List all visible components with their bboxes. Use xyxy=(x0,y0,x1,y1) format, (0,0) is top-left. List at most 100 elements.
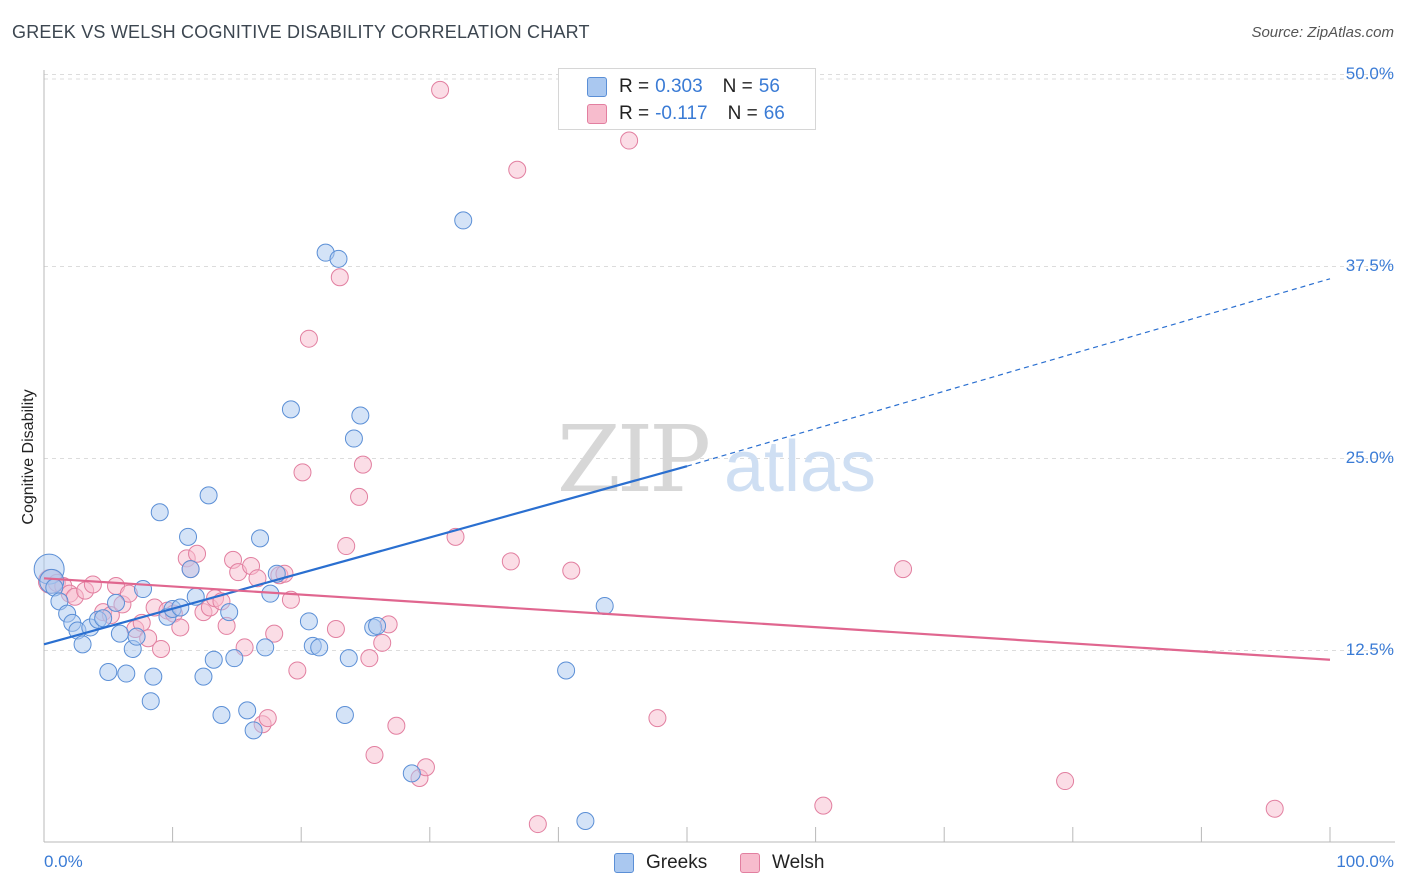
greeks-point xyxy=(225,649,244,668)
welsh-point xyxy=(337,537,356,556)
y-tick-label: 50.0% xyxy=(1345,63,1394,83)
welsh-point xyxy=(171,618,190,637)
welsh-point xyxy=(330,268,349,287)
greeks-point xyxy=(310,638,329,657)
r-label: R = xyxy=(619,76,650,97)
greeks-point xyxy=(150,503,169,522)
welsh-point xyxy=(501,552,520,571)
greeks-point xyxy=(344,429,363,448)
welsh-point xyxy=(648,709,667,728)
chart-title: GREEK VS WELSH COGNITIVE DISABILITY CORR… xyxy=(12,22,590,42)
welsh-point xyxy=(620,131,639,150)
greeks-point xyxy=(454,211,473,230)
welsh-swatch xyxy=(587,104,607,124)
legend-row-welsh: R = -0.117 N = 66 xyxy=(587,102,785,126)
greeks-point xyxy=(281,400,300,419)
greeks-point xyxy=(339,649,358,668)
welsh-point xyxy=(350,487,369,506)
axes xyxy=(43,70,1395,843)
legend-label-welsh: Welsh xyxy=(772,852,825,873)
welsh-point xyxy=(288,661,307,680)
legend-row-greeks: R = 0.303 N = 56 xyxy=(587,75,780,99)
welsh-r-value: -0.117 xyxy=(655,103,708,124)
n-label: N = xyxy=(727,103,758,124)
greeks-n-value: 56 xyxy=(758,76,780,97)
welsh-point xyxy=(265,624,284,643)
series-legend: Greeks Welsh xyxy=(0,852,1406,878)
greeks-point xyxy=(127,627,146,646)
greeks-r-value: 0.303 xyxy=(655,76,703,97)
greeks-swatch xyxy=(614,853,634,873)
welsh-point xyxy=(353,455,372,474)
greeks-point xyxy=(144,667,163,686)
welsh-point xyxy=(814,796,833,815)
greeks-point xyxy=(251,529,270,548)
welsh-point xyxy=(326,619,345,638)
greeks-point xyxy=(199,486,218,505)
greeks-point xyxy=(110,624,129,643)
legend-item-welsh[interactable]: Welsh xyxy=(740,852,824,874)
greeks-point xyxy=(94,609,113,628)
welsh-point xyxy=(387,716,406,735)
greeks-point xyxy=(238,701,257,720)
welsh-point xyxy=(1265,799,1284,818)
welsh-point xyxy=(188,544,207,563)
n-label: N = xyxy=(722,76,753,97)
greeks-point xyxy=(220,603,239,622)
y-tick-label: 12.5% xyxy=(1345,639,1394,659)
welsh-swatch xyxy=(740,853,760,873)
greeks-point xyxy=(557,661,576,680)
greeks-trend-extension xyxy=(686,278,1331,467)
y-tick-label: 37.5% xyxy=(1345,255,1394,275)
greeks-point xyxy=(329,249,348,268)
welsh-point xyxy=(431,80,450,99)
greeks-point xyxy=(244,721,263,740)
greeks-point xyxy=(335,706,354,725)
welsh-point xyxy=(152,639,171,658)
x-tick-label-max: 100.0% xyxy=(1336,852,1394,871)
welsh-point xyxy=(83,575,102,594)
greeks-point xyxy=(351,406,370,425)
welsh-point xyxy=(248,569,267,588)
greeks-point xyxy=(73,635,92,654)
welsh-point xyxy=(365,745,384,764)
welsh-point xyxy=(1056,772,1075,791)
x-tick-label-min: 0.0% xyxy=(44,852,83,871)
greeks-trend-line xyxy=(43,465,688,646)
greeks-point xyxy=(402,764,421,783)
welsh-point xyxy=(293,463,312,482)
welsh-point xyxy=(562,561,581,580)
y-tick-label: 25.0% xyxy=(1345,447,1394,467)
welsh-point xyxy=(281,590,300,609)
welsh-trend-line xyxy=(43,577,1331,661)
welsh-point xyxy=(299,329,318,348)
welsh-point xyxy=(894,560,913,579)
legend-label-greeks: Greeks xyxy=(646,852,708,873)
welsh-point xyxy=(528,815,547,834)
greeks-point xyxy=(368,616,387,635)
legend-item-greeks[interactable]: Greeks xyxy=(614,852,707,874)
greeks-point xyxy=(299,612,318,631)
greeks-point xyxy=(179,527,198,546)
correlation-legend: R = 0.303 N = 56 R = -0.117 N = 66 xyxy=(558,68,816,130)
greeks-point xyxy=(256,638,275,657)
greeks-points xyxy=(33,211,614,830)
welsh-point xyxy=(373,633,392,652)
welsh-point xyxy=(508,160,527,179)
greeks-point xyxy=(576,811,595,830)
greeks-point xyxy=(181,560,200,579)
greeks-swatch xyxy=(587,77,607,97)
greeks-point xyxy=(595,596,614,615)
greeks-point xyxy=(204,650,223,669)
greeks-point xyxy=(194,667,213,686)
greeks-point xyxy=(107,593,126,612)
trend-lines xyxy=(43,278,1331,661)
r-label: R = xyxy=(619,103,650,124)
greeks-point xyxy=(117,664,136,683)
source-label: Source: ZipAtlas.com xyxy=(1251,24,1394,41)
welsh-point xyxy=(360,649,379,668)
watermark: ZIP atlas xyxy=(557,406,876,513)
watermark-atlas: atlas xyxy=(724,427,876,507)
greeks-point xyxy=(99,663,118,682)
